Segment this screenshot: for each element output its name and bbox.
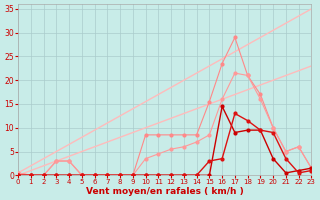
X-axis label: Vent moyen/en rafales ( km/h ): Vent moyen/en rafales ( km/h ) [86,187,244,196]
